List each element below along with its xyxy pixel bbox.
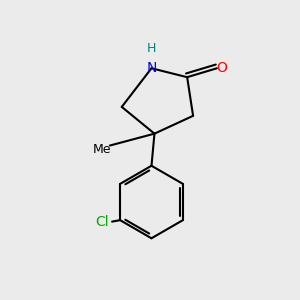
- Text: O: O: [216, 61, 227, 75]
- Text: N: N: [146, 61, 157, 75]
- Text: H: H: [147, 42, 156, 55]
- Text: Cl: Cl: [95, 214, 109, 229]
- Text: Me: Me: [92, 142, 111, 156]
